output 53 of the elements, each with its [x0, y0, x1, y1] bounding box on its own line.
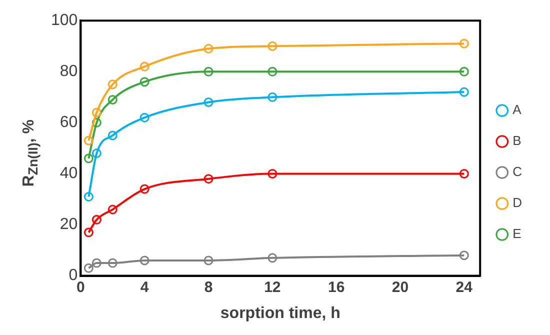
- point: [84, 154, 94, 164]
- point: [108, 204, 118, 214]
- point: [108, 94, 118, 104]
- x-tick-label: 20: [392, 278, 409, 296]
- point: [204, 44, 214, 54]
- point: [459, 66, 469, 76]
- point: [108, 130, 118, 140]
- point: [204, 256, 214, 266]
- y-tick-label: 100: [50, 12, 78, 30]
- legend-label: D: [512, 195, 522, 210]
- point: [140, 184, 150, 194]
- point: [92, 214, 102, 224]
- x-tick-label: 8: [204, 278, 213, 296]
- x-tick-label: 4: [140, 278, 150, 296]
- legend-label: A: [512, 102, 522, 118]
- point: [268, 168, 278, 178]
- legend-label: B: [512, 133, 522, 148]
- point: [140, 62, 150, 72]
- point: [268, 92, 278, 102]
- y-tick-label: 0: [68, 267, 78, 284]
- point: [204, 174, 214, 184]
- point: [108, 80, 118, 90]
- point: [92, 148, 102, 158]
- point: [459, 87, 469, 97]
- point: [459, 38, 469, 48]
- point: [92, 118, 102, 128]
- x-tick-label: 16: [328, 278, 345, 296]
- point: [92, 108, 102, 118]
- point: [84, 192, 94, 202]
- point: [108, 258, 118, 268]
- point: [204, 98, 214, 108]
- y-tick-label: 40: [60, 165, 78, 182]
- x-tick-label: 24: [456, 278, 474, 296]
- y-tick-label: 60: [60, 114, 78, 132]
- point: [268, 253, 278, 263]
- y-tick-label: 80: [60, 63, 78, 80]
- point: [459, 168, 469, 178]
- point: [268, 66, 278, 76]
- point: [84, 228, 94, 238]
- point: [84, 136, 94, 146]
- point: [268, 41, 278, 51]
- x-axis-title: sorption time, h: [220, 304, 340, 322]
- point: [140, 112, 150, 122]
- point: [84, 263, 94, 273]
- legend-label: E: [512, 226, 522, 242]
- point: [204, 66, 214, 76]
- legend-label: C: [512, 164, 522, 180]
- x-tick-label: 12: [264, 278, 281, 296]
- point: [140, 77, 150, 87]
- point: [459, 250, 469, 260]
- point: [140, 256, 150, 266]
- point: [92, 258, 102, 268]
- y-tick-label: 20: [60, 216, 78, 234]
